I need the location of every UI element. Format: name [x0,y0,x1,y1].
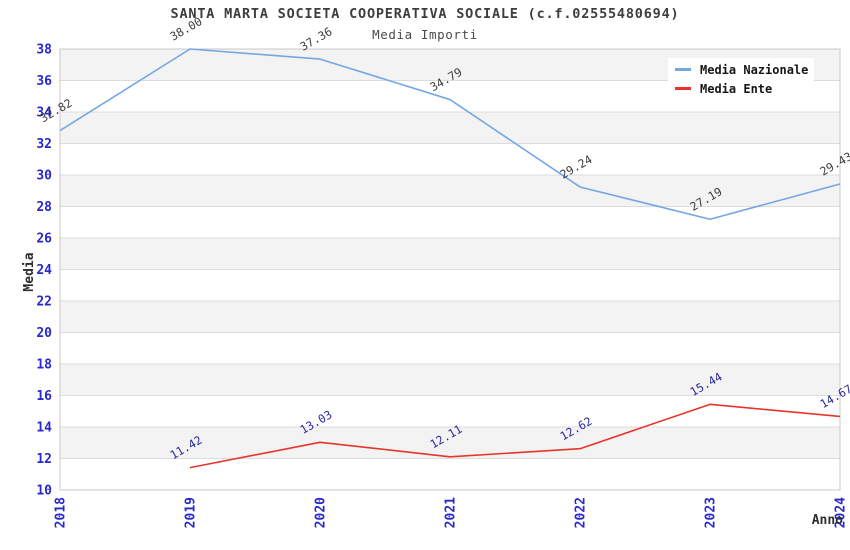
x-tick-label: 2024 [834,497,849,528]
legend: Media Nazionale Media Ente [668,58,814,100]
plot-border [59,48,841,491]
x-tick-label: 2023 [704,497,719,528]
y-tick-label: 28 [36,200,52,215]
legend-label: Media Nazionale [700,62,809,77]
legend-item-media-nazionale: Media Nazionale [668,60,814,79]
plot-band [60,112,840,144]
y-tick-label: 38 [36,43,52,58]
y-tick-label: 22 [36,295,52,310]
plot-band [60,364,840,396]
y-tick-label: 34 [36,106,52,121]
y-tick-label: 12 [36,452,52,467]
y-tick-label: 36 [36,74,52,89]
plot-band [60,332,840,364]
plot-band [60,395,840,427]
y-tick-label: 30 [36,169,52,184]
legend-line-swatch-blue [675,68,691,71]
x-tick-label: 2019 [184,497,199,528]
plot-band [60,206,840,238]
y-tick-label: 32 [36,137,52,152]
legend-label: Media Ente [700,81,773,96]
chart-title: SANTA MARTA SOCIETA COOPERATIVA SOCIALE … [170,6,680,22]
y-axis-title: Media [22,252,37,291]
x-tick-label: 2020 [314,497,329,528]
value-label: 38.00 [168,14,205,43]
plot-band [60,238,840,270]
plot-band [60,175,840,207]
x-tick-label: 2021 [444,497,459,528]
x-tick-label: 2022 [574,497,589,528]
y-tick-label: 16 [36,389,52,404]
series-line-media-ente [189,403,841,469]
plot-band [60,427,840,459]
y-tick-label: 20 [36,326,52,341]
y-tick-label: 14 [36,421,52,436]
plot-band [60,269,840,301]
legend-item-media-ente: Media Ente [668,79,814,98]
y-tick-label: 10 [36,484,52,499]
y-tick-label: 24 [36,263,52,278]
chart-subtitle: Media Importi [372,27,478,42]
x-tick-label: 2018 [54,497,69,528]
legend-line-swatch-red [675,87,691,90]
x-axis-title: Anno [812,513,843,528]
series-line-media-nazionale [59,48,841,221]
plot-band [60,143,840,175]
y-tick-label: 26 [36,232,52,247]
plot-band [60,301,840,333]
plot-band [60,458,840,490]
y-tick-label: 18 [36,358,52,373]
